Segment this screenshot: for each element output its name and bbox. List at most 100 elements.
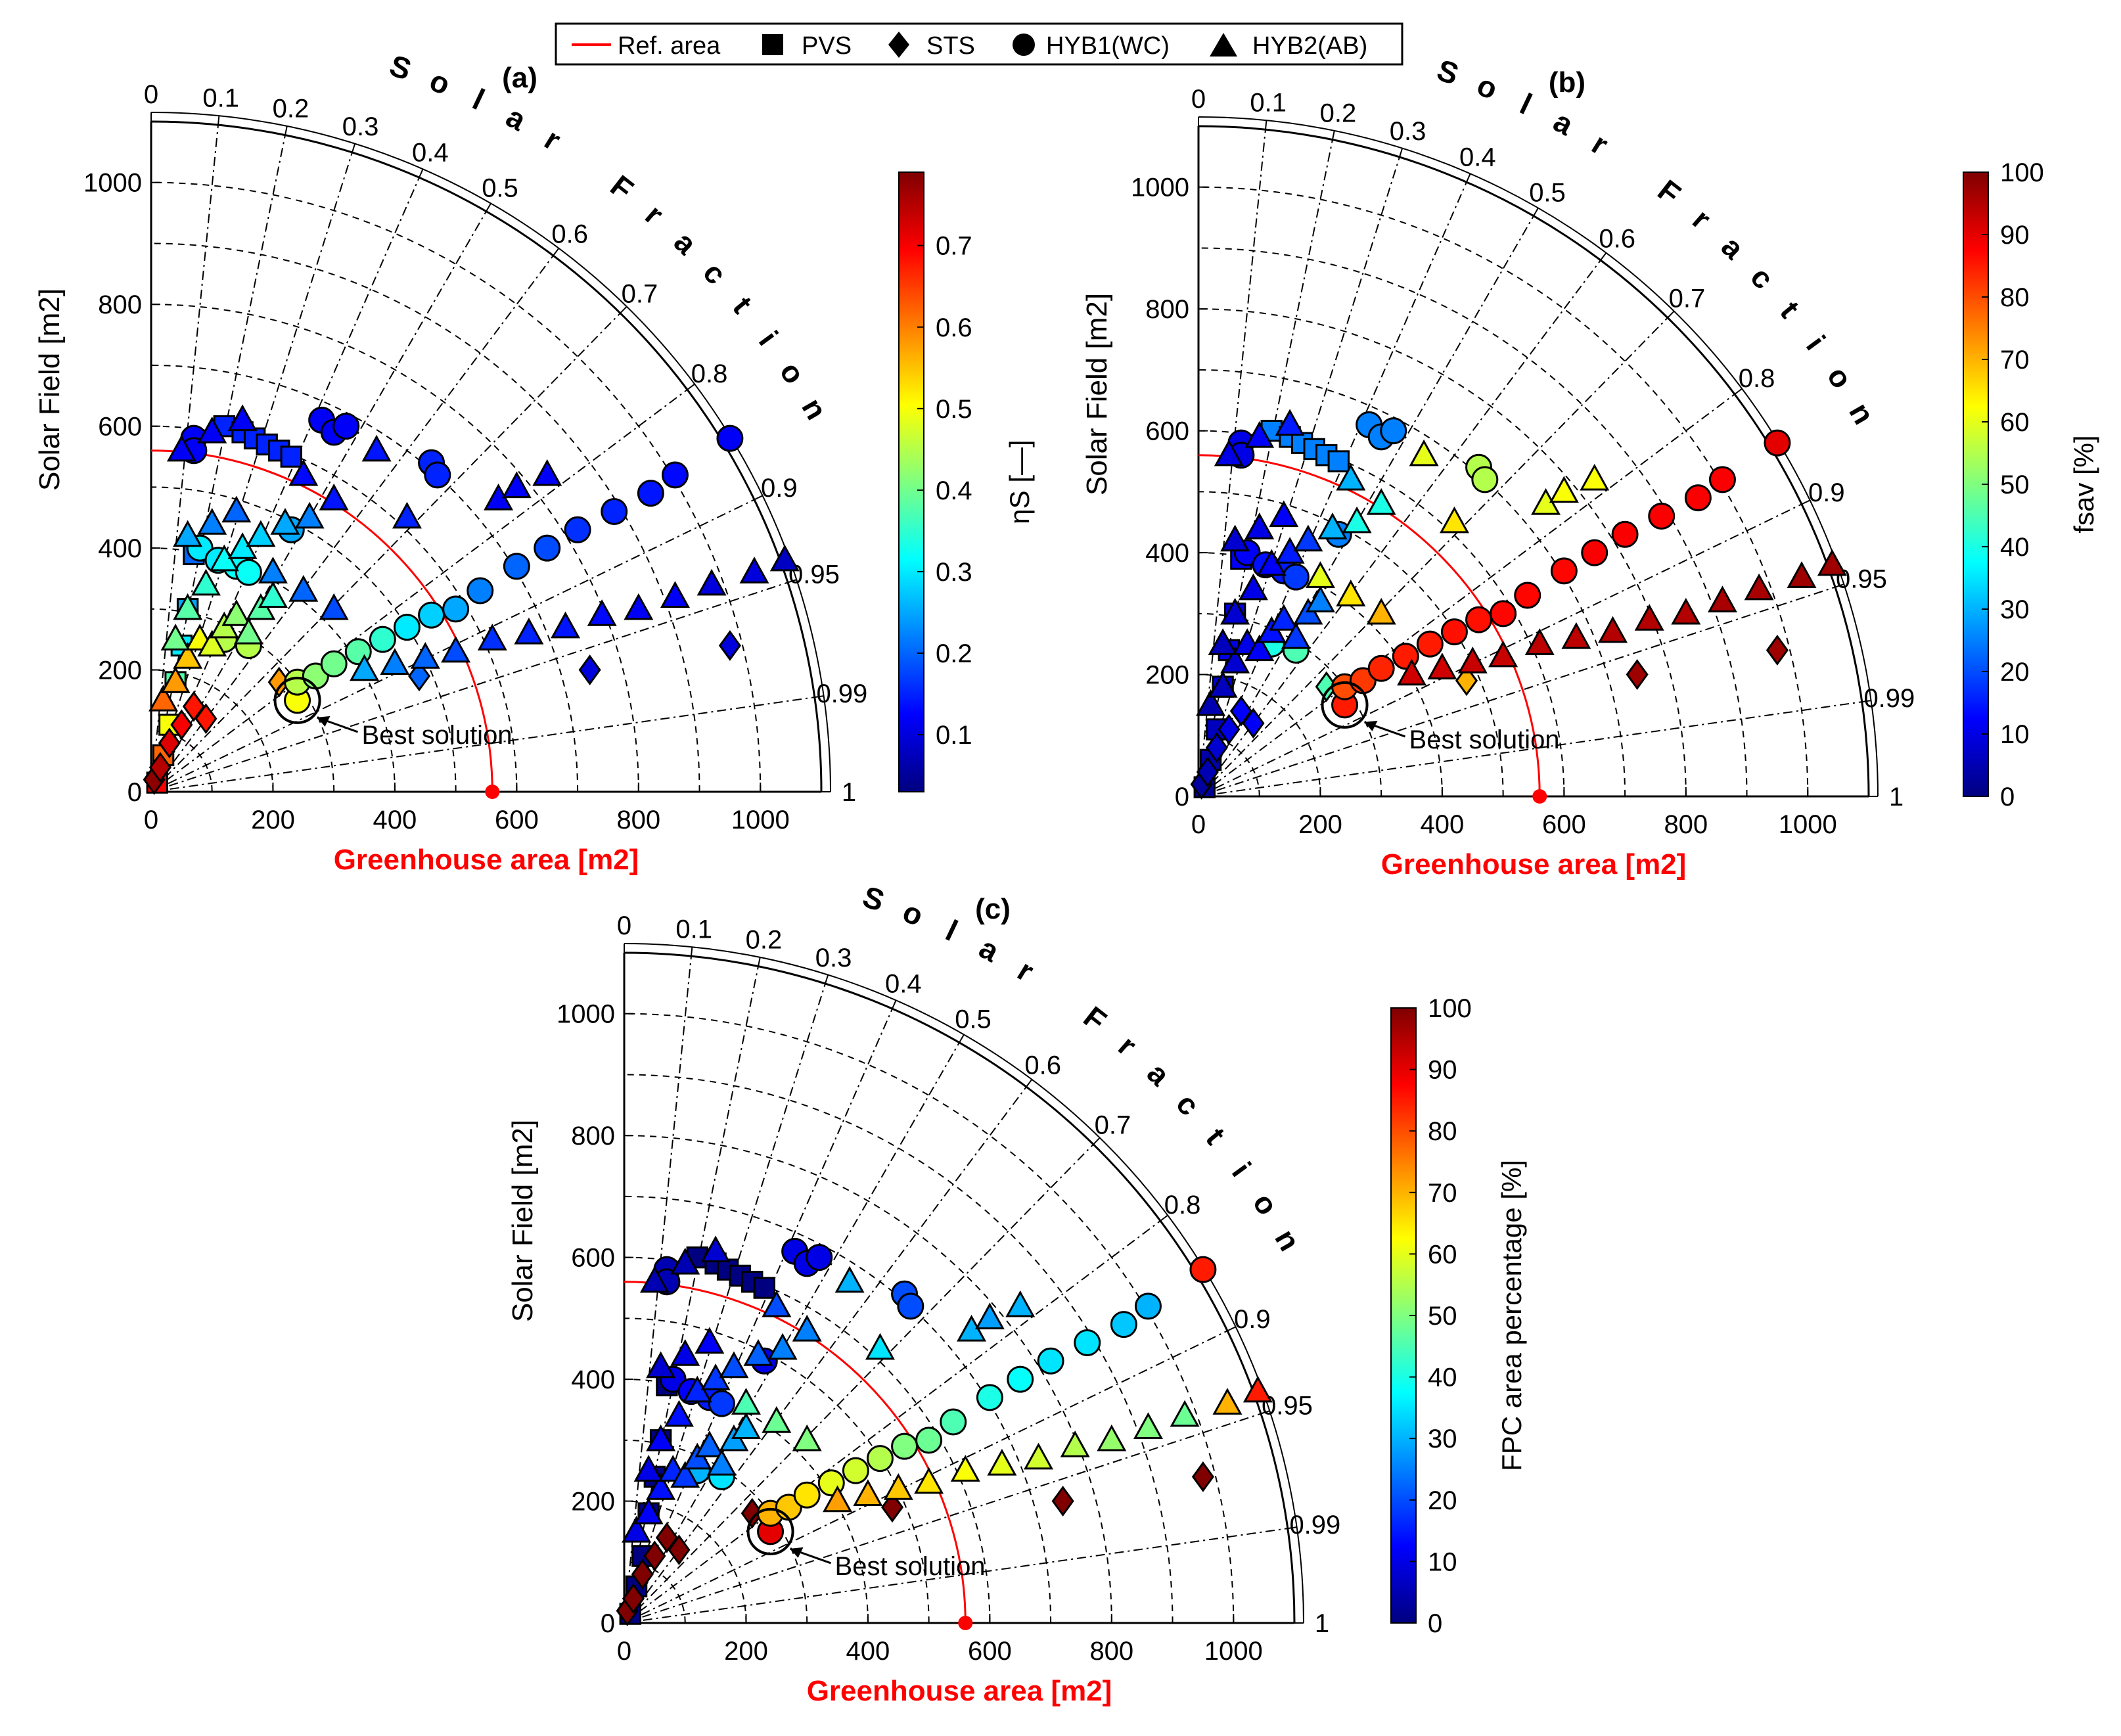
legend-circle-swatch [1013, 34, 1035, 56]
colorbar-tick-label: 0.7 [936, 232, 972, 261]
hyb2-marker [646, 1473, 676, 1500]
hyb1-marker [442, 595, 470, 623]
solar-fraction-tick-mark [1600, 252, 1607, 261]
solar-fraction-tick-label: 0.6 [551, 219, 588, 248]
x-axis-label: Greenhouse area [m2] [1381, 848, 1687, 880]
y-tick-label: 400 [571, 1365, 615, 1394]
hyb2-marker [350, 654, 380, 681]
sts-marker [1229, 695, 1252, 727]
colorbar-tick-label: 0.1 [936, 721, 972, 750]
hyb1-marker [1380, 417, 1407, 445]
x-tick-label: 1000 [1204, 1637, 1263, 1666]
chart-panel-a: 0 0.1 0.20.30.40.50.60.70.80.90.950.991002… [34, 48, 1035, 876]
solar-fraction-tick-label: 1 [1315, 1609, 1329, 1638]
y-axis-label: Solar Field [m2] [507, 1120, 539, 1322]
solar-fraction-tick-mark [814, 695, 824, 698]
hyb2-marker [834, 1266, 865, 1293]
hyb1-marker [601, 497, 628, 525]
colorbar-tick-label: 10 [1428, 1547, 1457, 1576]
hyb1-marker [637, 480, 664, 507]
hyb1-marker [320, 650, 348, 677]
hyb1-marker [1134, 1292, 1162, 1320]
hyb2-marker [1524, 628, 1555, 655]
solar-fraction-tick-mark [959, 1034, 965, 1043]
hyb2-marker [670, 1461, 700, 1488]
solar-fraction-title-char: o [1821, 360, 1859, 394]
hyb1-marker [235, 559, 262, 586]
solar-fraction-tick-label: 0.95 [1836, 564, 1887, 593]
sts-marker [158, 727, 181, 759]
y-tick-label: 200 [1145, 661, 1189, 690]
hyb2-marker [288, 574, 319, 602]
x-tick-label: 200 [1298, 810, 1342, 839]
grid-arc [624, 1439, 808, 1624]
hyb2-marker [1598, 616, 1628, 643]
colorbar-tick-label: 40 [2000, 533, 2030, 562]
hyb2-marker [1634, 604, 1664, 631]
hyb2-marker [191, 568, 221, 596]
hyb1-marker [1611, 520, 1639, 548]
hyb1-marker [1648, 502, 1676, 530]
grid-radial [624, 1413, 1262, 1624]
hyb2-marker [410, 641, 440, 669]
solar-fraction-tick-label: 0.9 [761, 474, 798, 503]
x-tick-label: 200 [724, 1637, 768, 1666]
grid-arc [624, 1074, 1174, 1624]
hyb1-marker [1110, 1311, 1137, 1338]
solar-fraction-tick-label: 0.7 [1095, 1111, 1131, 1140]
hyb1-marker [1764, 429, 1791, 457]
reference-area-marker [958, 1616, 973, 1630]
grid-radial [624, 956, 692, 1624]
x-tick-label: 200 [251, 806, 295, 834]
solar-fraction-title-char: F [1078, 999, 1113, 1038]
sts-marker [718, 630, 741, 661]
x-tick-label: 600 [495, 806, 539, 834]
legend-label-hyb2: HYB2(AB) [1252, 32, 1367, 60]
hyb1-marker [467, 577, 494, 605]
hyb2-marker [792, 1314, 822, 1342]
solar-fraction-tick-mark [620, 306, 627, 314]
hyb2-marker [762, 1290, 792, 1317]
solar-fraction-title-char: r [639, 198, 670, 231]
hyb2-marker [853, 1479, 883, 1506]
solar-fraction-title-char: a [974, 930, 1005, 969]
hyb2-marker [1212, 1388, 1243, 1415]
solar-fraction-title-char: S [1433, 53, 1463, 91]
hyb2-marker [1561, 622, 1591, 649]
colorbar-tick-label: 100 [1428, 994, 1472, 1023]
solar-fraction-title-char: a [668, 225, 704, 261]
hyb2-marker [1549, 476, 1579, 503]
hyb1-marker [1440, 618, 1468, 646]
hyb2-marker [823, 1485, 853, 1513]
x-tick-label: 0 [1191, 810, 1206, 839]
hyb2-marker [319, 483, 349, 511]
hyb2-marker [1060, 1430, 1090, 1457]
hyb1-marker [534, 534, 561, 562]
hyb2-marker [1170, 1400, 1200, 1427]
colorbar-tick-label: 0.3 [936, 558, 972, 587]
chart-panel-c: 0 0.1 0.20.30.40.50.60.70.80.90.950.991002… [507, 879, 1527, 1707]
hyb2-marker [173, 641, 203, 669]
solar-fraction-tick-label: 0.9 [1808, 478, 1845, 507]
solar-fraction-tick-label: 0.3 [815, 944, 852, 972]
solar-fraction-tick-label: 1 [1889, 783, 1904, 811]
solar-fraction-tick-label: 0.2 [1320, 99, 1357, 127]
solar-fraction-tick-mark [1227, 1326, 1237, 1332]
hyb2-marker [1269, 604, 1299, 631]
x-tick-label: 0 [617, 1637, 631, 1666]
hyb2-marker [639, 1266, 670, 1293]
solar-fraction-tick-mark [217, 116, 220, 126]
colorbar-tick-label: 10 [2000, 720, 2030, 749]
hyb2-marker [731, 1412, 761, 1439]
hyb1-marker [661, 461, 689, 489]
hyb1-marker [842, 1457, 869, 1484]
solar-fraction-tick-label: 0.8 [1164, 1191, 1201, 1220]
solar-fraction-tick-mark [419, 168, 424, 178]
solar-fraction-tick-label: 0.2 [273, 94, 309, 123]
colorbar-tick-label: 30 [1428, 1425, 1457, 1453]
solar-fraction-tick-mark [892, 999, 897, 1009]
solar-fraction-tick-label: 0.5 [955, 1005, 992, 1034]
hyb2-marker [1817, 549, 1847, 576]
solar-fraction-tick-mark [1287, 1526, 1297, 1530]
solar-fraction-title-char: r [1686, 202, 1718, 236]
